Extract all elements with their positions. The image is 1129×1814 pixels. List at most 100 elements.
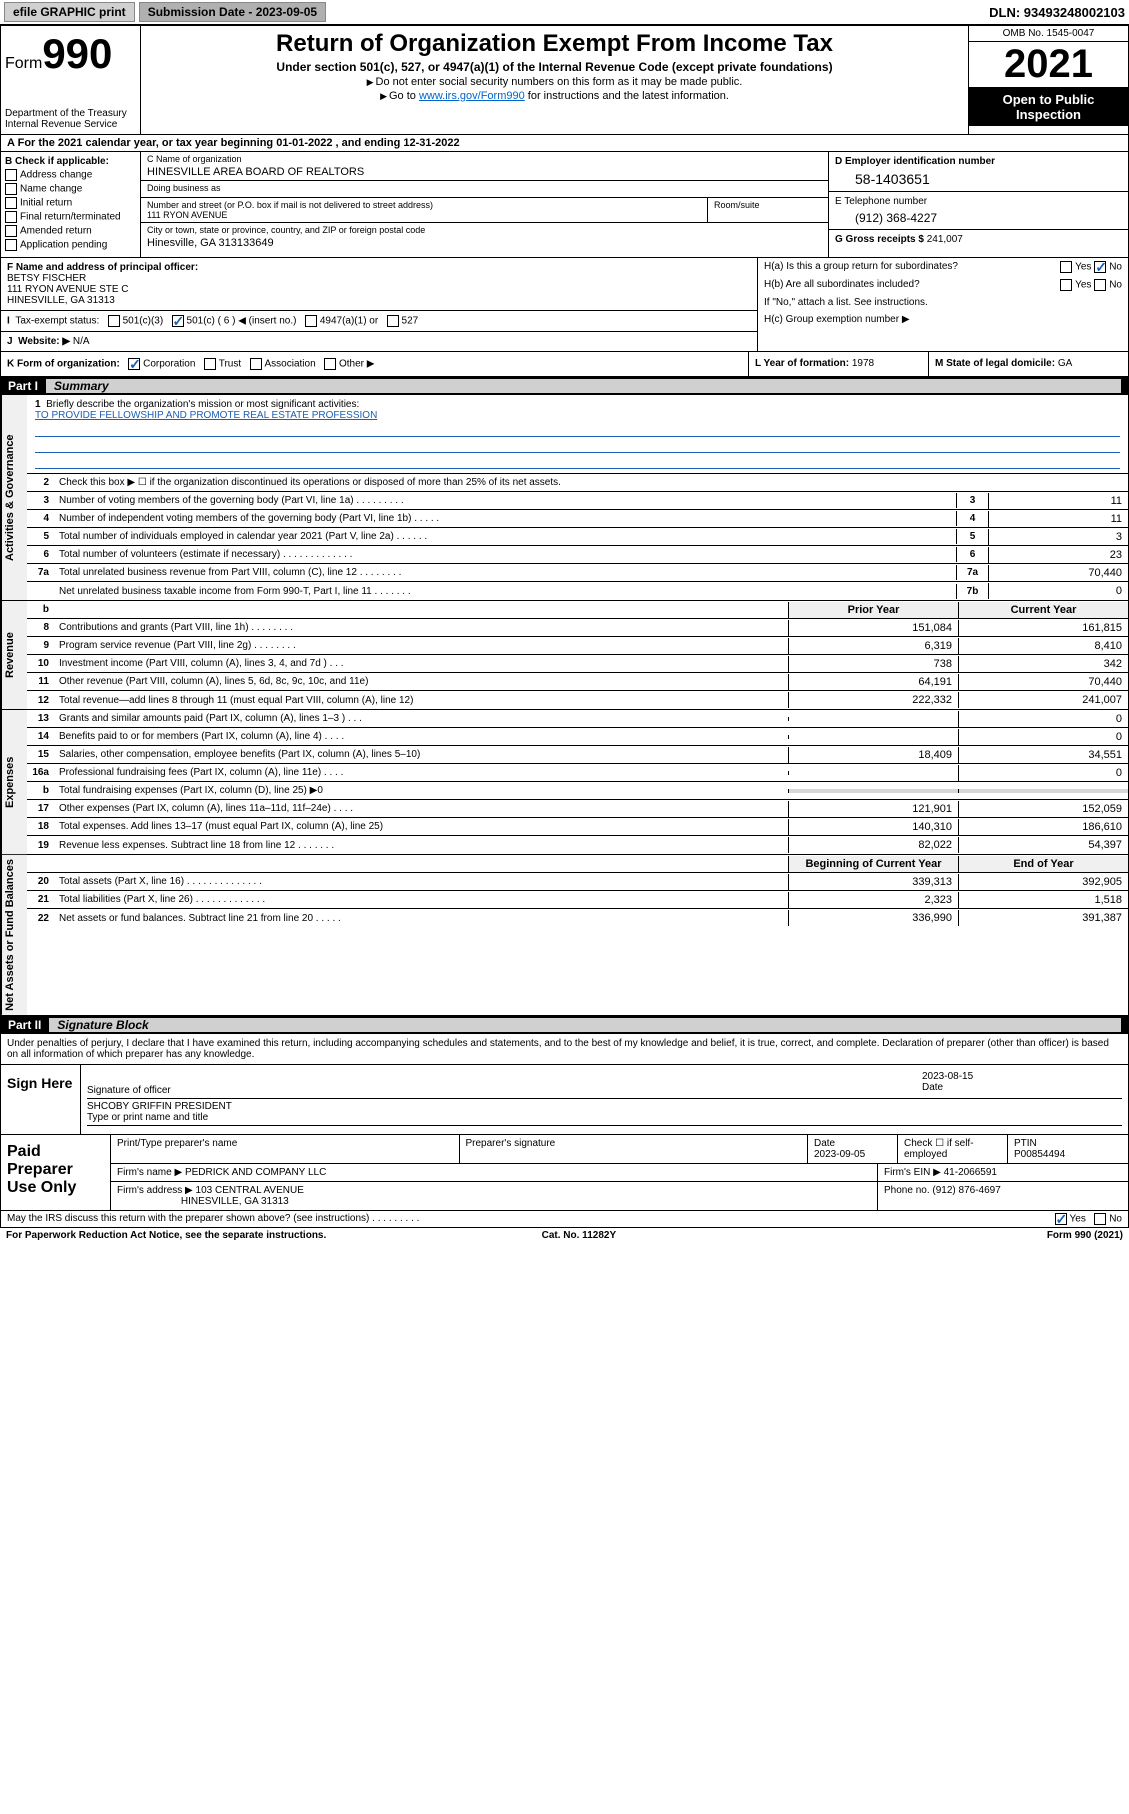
chk-hb-yes[interactable] (1060, 279, 1072, 291)
chk-trust[interactable] (204, 358, 216, 370)
sig-officer-label: Signature of officer (87, 1085, 922, 1096)
table-row: 9Program service revenue (Part VIII, lin… (27, 637, 1128, 655)
mission-block: 1 Briefly describe the organization's mi… (27, 395, 1128, 474)
city-label: City or town, state or province, country… (147, 225, 822, 235)
firm-addr-city: HINESVILLE, GA 31313 (181, 1196, 289, 1207)
irs-link[interactable]: www.irs.gov/Form990 (419, 90, 525, 102)
chk-4947[interactable] (305, 315, 317, 327)
table-row: Net unrelated business taxable income fr… (27, 582, 1128, 600)
table-row: 12Total revenue—add lines 8 through 11 (… (27, 691, 1128, 709)
table-row: 22Net assets or fund balances. Subtract … (27, 909, 1128, 927)
omb-number: OMB No. 1545-0047 (969, 26, 1128, 42)
table-row: 17Other expenses (Part IX, column (A), l… (27, 800, 1128, 818)
section-bcde: B Check if applicable: Address change Na… (0, 152, 1129, 258)
summary-netassets: Net Assets or Fund Balances Beginning of… (0, 855, 1129, 1016)
discuss-row: May the IRS discuss this return with the… (0, 1211, 1129, 1228)
form-note-link: Go to www.irs.gov/Form990 for instructio… (149, 90, 960, 102)
firm-ein-label: Firm's EIN ▶ (884, 1167, 941, 1178)
sig-date-label: Date (922, 1082, 1122, 1093)
prep-date-value: 2023-09-05 (814, 1149, 865, 1160)
chk-other[interactable] (324, 358, 336, 370)
chk-address-change[interactable]: Address change (5, 169, 136, 181)
prep-date-label: Date (814, 1138, 835, 1149)
sig-date-value: 2023-08-15 (922, 1071, 1122, 1082)
form-990: 990 (42, 30, 112, 77)
officer-block: F Name and address of principal officer:… (1, 258, 757, 311)
chk-discuss-yes[interactable] (1055, 1213, 1067, 1225)
table-row: 13Grants and similar amounts paid (Part … (27, 710, 1128, 728)
table-row: 4Number of independent voting members of… (27, 510, 1128, 528)
chk-hb-no[interactable] (1094, 279, 1106, 291)
form-year-block: OMB No. 1545-0047 2021 Open to Public In… (968, 26, 1128, 134)
table-row: 14Benefits paid to or for members (Part … (27, 728, 1128, 746)
end-year-header: End of Year (958, 856, 1128, 872)
table-row: 10Investment income (Part VIII, column (… (27, 655, 1128, 673)
website-value: N/A (73, 336, 90, 347)
chk-501c3[interactable] (108, 315, 120, 327)
row-fghij: F Name and address of principal officer:… (0, 258, 1129, 352)
officer-name: BETSY FISCHER (7, 273, 751, 284)
form-note-ssn: Do not enter social security numbers on … (149, 76, 960, 88)
sign-here-label: Sign Here (1, 1065, 81, 1134)
table-row: 20Total assets (Part X, line 16) . . . .… (27, 873, 1128, 891)
chk-527[interactable] (387, 315, 399, 327)
ptin-value: P00854494 (1014, 1149, 1065, 1160)
formation-year: 1978 (852, 358, 874, 369)
dln: DLN: 93493248002103 (989, 5, 1125, 20)
type-print-label: Type or print name and title (87, 1112, 1122, 1123)
table-row: 5Total number of individuals employed in… (27, 528, 1128, 546)
chk-association[interactable] (250, 358, 262, 370)
efile-button[interactable]: efile GRAPHIC print (4, 2, 135, 22)
tel-value: (912) 368-4227 (855, 211, 1122, 225)
hb-note: If "No," attach a list. See instructions… (764, 297, 928, 308)
part-ii-title: Signature Block (49, 1018, 1121, 1032)
firm-name-label: Firm's name ▶ (117, 1167, 182, 1178)
chk-501c[interactable] (172, 315, 184, 327)
table-row: 3Number of voting members of the governi… (27, 492, 1128, 510)
org-name-label: C Name of organization (147, 154, 822, 164)
dept-treasury: Department of the Treasury (5, 108, 136, 119)
chk-amended-return[interactable]: Amended return (5, 225, 136, 237)
firm-addr-label: Firm's address ▶ (117, 1185, 193, 1196)
org-city: Hinesville, GA 313133649 (147, 237, 822, 249)
col-b-header: B Check if applicable: (5, 156, 136, 167)
prior-year-header: Prior Year (788, 602, 958, 618)
ha-label: H(a) Is this a group return for subordin… (764, 261, 958, 273)
part-ii-label: Part II (8, 1018, 49, 1032)
table-row: 18Total expenses. Add lines 13–17 (must … (27, 818, 1128, 836)
chk-final-return[interactable]: Final return/terminated (5, 211, 136, 223)
pra-notice: For Paperwork Reduction Act Notice, see … (6, 1230, 326, 1241)
bottom-line: For Paperwork Reduction Act Notice, see … (0, 1228, 1129, 1243)
side-netassets: Net Assets or Fund Balances (1, 855, 27, 1015)
table-row: 11Other revenue (Part VIII, column (A), … (27, 673, 1128, 691)
chk-application-pending[interactable]: Application pending (5, 239, 136, 251)
domicile-state: GA (1058, 358, 1072, 369)
part-i-title: Summary (46, 379, 1121, 393)
firm-addr-value: 103 CENTRAL AVENUE (196, 1185, 304, 1196)
chk-initial-return[interactable]: Initial return (5, 197, 136, 209)
part-ii-header: Part II Signature Block (0, 1016, 1129, 1034)
part-i-header: Part I Summary (0, 377, 1129, 395)
chk-name-change[interactable]: Name change (5, 183, 136, 195)
prep-sig-label: Preparer's signature (460, 1135, 809, 1163)
side-expenses: Expenses (1, 710, 27, 854)
submission-date: Submission Date - 2023-09-05 (139, 2, 326, 22)
chk-ha-yes[interactable] (1060, 261, 1072, 273)
table-row: 15Salaries, other compensation, employee… (27, 746, 1128, 764)
paid-preparer-label: Paid Preparer Use Only (1, 1135, 111, 1210)
officer-addr2: HINESVILLE, GA 31313 (7, 295, 751, 306)
sig-intro: Under penalties of perjury, I declare th… (1, 1034, 1128, 1065)
table-row: 7aTotal unrelated business revenue from … (27, 564, 1128, 582)
chk-corporation[interactable] (128, 358, 140, 370)
tel-label: E Telephone number (835, 196, 1122, 207)
form-ref: Form 990 (2021) (1047, 1230, 1123, 1241)
room-suite-label: Room/suite (708, 198, 828, 222)
beg-year-header: Beginning of Current Year (788, 856, 958, 872)
tax-exempt-row: I Tax-exempt status: 501(c)(3) 501(c) ( … (1, 311, 757, 332)
chk-ha-no[interactable] (1094, 261, 1106, 273)
part-i-label: Part I (8, 379, 46, 393)
check-self-employed[interactable]: Check ☐ if self-employed (898, 1135, 1008, 1163)
org-address: 111 RYON AVENUE (147, 210, 701, 220)
group-return-block: H(a) Is this a group return for subordin… (758, 258, 1128, 351)
chk-discuss-no[interactable] (1094, 1213, 1106, 1225)
